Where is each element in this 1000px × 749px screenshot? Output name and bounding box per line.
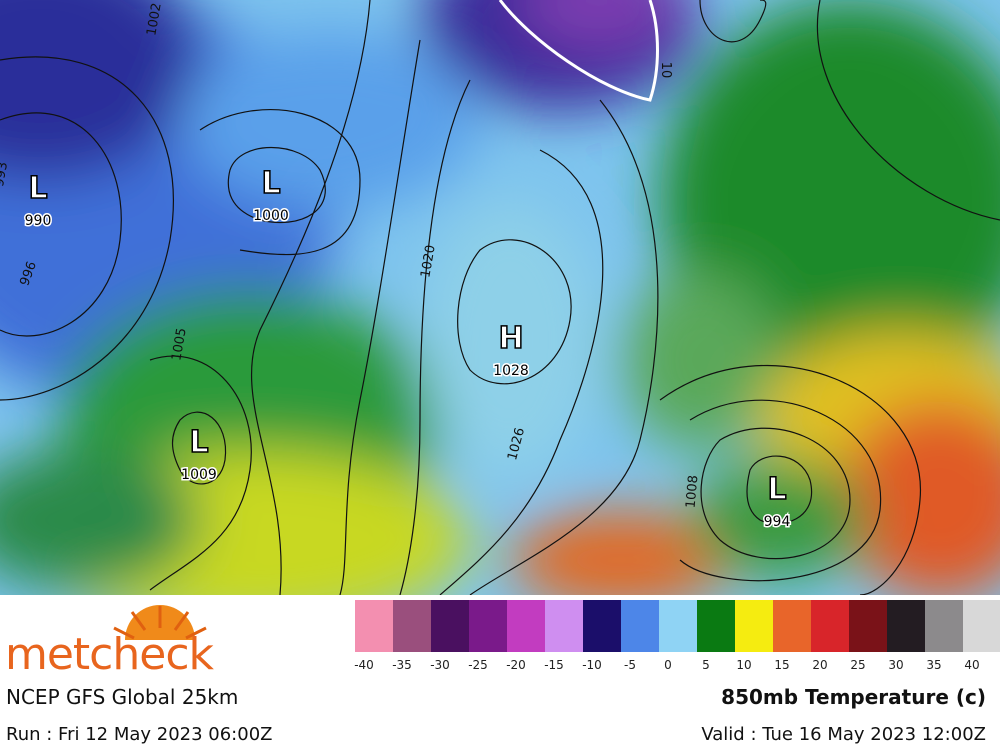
legend-label: -30 — [430, 658, 450, 672]
isobar-label: 1005 — [169, 327, 190, 362]
pressure-symbol: H — [498, 321, 523, 356]
legend-swatch — [393, 600, 431, 652]
legend-label: -25 — [468, 658, 488, 672]
legend-label: -10 — [582, 658, 602, 672]
legend-swatch — [963, 600, 1000, 652]
legend-label: 40 — [964, 658, 979, 672]
legend-swatch — [659, 600, 697, 652]
run-time: Run : Fri 12 May 2023 06:00Z — [6, 724, 272, 745]
legend-label: 0 — [664, 658, 672, 672]
legend-label: 25 — [850, 658, 865, 672]
legend-swatch — [697, 600, 735, 652]
pressure-value: 990 — [25, 213, 52, 229]
pressure-symbol: L — [28, 171, 47, 206]
legend-label: 10 — [736, 658, 751, 672]
isobar-label: 1002 — [144, 2, 165, 37]
legend-swatch — [545, 600, 583, 652]
isobar-label: 993 — [0, 161, 11, 188]
isobar-label: 10 — [658, 62, 673, 79]
legend-label: 30 — [888, 658, 903, 672]
legend-label: 35 — [926, 658, 941, 672]
legend-swatch — [811, 600, 849, 652]
legend-label: -20 — [506, 658, 526, 672]
pressure-value: 994 — [764, 514, 791, 530]
logo — [113, 605, 207, 640]
legend-swatch — [925, 600, 963, 652]
legend-swatch — [735, 600, 773, 652]
legend-swatch — [621, 600, 659, 652]
isobar-label: 1008 — [684, 475, 702, 509]
valid-time: Valid : Tue 16 May 2023 12:00Z — [701, 724, 986, 745]
legend-label: 5 — [702, 658, 710, 672]
pressure-value: 1000 — [253, 208, 289, 224]
pressure-symbol: L — [261, 166, 280, 201]
legend-label: 20 — [812, 658, 827, 672]
legend-label: -15 — [544, 658, 564, 672]
pressure-symbol: L — [767, 472, 786, 507]
legend-label: -40 — [354, 658, 374, 672]
legend-swatch — [469, 600, 507, 652]
legend-swatch — [355, 600, 393, 652]
legend-swatch — [431, 600, 469, 652]
pressure-value: 1009 — [181, 467, 217, 483]
model-name: NCEP GFS Global 25km — [6, 685, 238, 709]
legend-swatch — [887, 600, 925, 652]
legend-label: 15 — [774, 658, 789, 672]
pressure-value: 1028 — [493, 363, 529, 379]
logo-text: metcheck — [5, 629, 215, 680]
legend-label: -5 — [624, 658, 636, 672]
isobar-label: 1020 — [418, 244, 439, 279]
legend-swatch — [849, 600, 887, 652]
legend-swatch — [583, 600, 621, 652]
product-name: 850mb Temperature (c) — [721, 685, 986, 709]
legend-swatch — [507, 600, 545, 652]
legend-swatch — [773, 600, 811, 652]
pressure-symbol: L — [189, 425, 208, 460]
legend-label: -35 — [392, 658, 412, 672]
